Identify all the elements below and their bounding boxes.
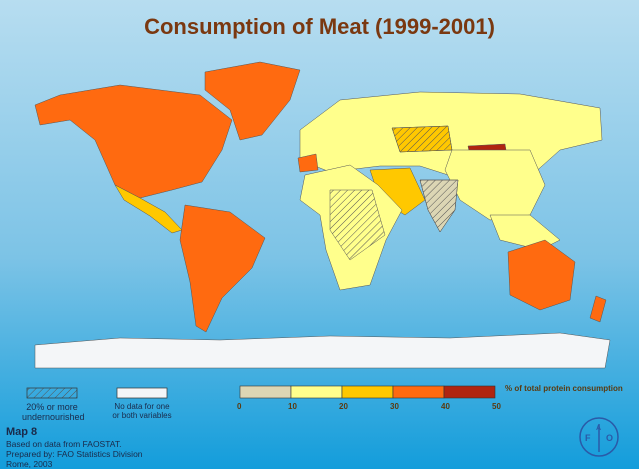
legend-hatched-swatch [26, 387, 78, 399]
color-scale [239, 385, 496, 399]
scale-tick: 0 [237, 402, 242, 411]
scale-tick: 40 [441, 402, 450, 411]
legend-unit: % of total protein consumption [505, 384, 623, 393]
australia [507, 239, 576, 311]
north-america [34, 84, 233, 199]
scale-tick: 30 [390, 402, 399, 411]
svg-text:F: F [585, 433, 591, 443]
legend-nodata-label: No data for one or both variables [112, 402, 172, 420]
africa-hatch [329, 189, 386, 261]
scale-bin-4 [443, 385, 496, 399]
india-hatch [419, 179, 459, 233]
kazakhstan-hatch [391, 125, 453, 153]
map-title: Consumption of Meat (1999-2001) [144, 14, 495, 39]
footer-line3: Rome, 2003 [6, 459, 53, 469]
footer-line2: Prepared by: FAO Statistics Division [6, 449, 143, 459]
legend-nodata-swatch [116, 387, 168, 399]
svg-text:A: A [596, 425, 601, 432]
china [444, 149, 546, 221]
greenland [204, 61, 301, 141]
new-zealand [589, 295, 607, 323]
scale-bin-2 [341, 385, 394, 399]
scale-tick: 20 [339, 402, 348, 411]
fao-logo: F A O [579, 417, 619, 457]
scale-bin-1 [290, 385, 343, 399]
spain [297, 153, 319, 173]
footer-line1: Based on data from FAOSTAT. [6, 439, 122, 449]
scale-tick: 10 [288, 402, 297, 411]
central-america [114, 184, 183, 234]
map-number: Map 8 [6, 426, 38, 438]
antarctica [34, 332, 611, 369]
svg-text:O: O [606, 433, 613, 443]
south-america [179, 204, 266, 333]
scale-bin-0 [239, 385, 292, 399]
scale-bin-3 [392, 385, 445, 399]
legend-hatched-label: 20% or more undernourished [22, 402, 85, 422]
scale-tick: 50 [492, 402, 501, 411]
